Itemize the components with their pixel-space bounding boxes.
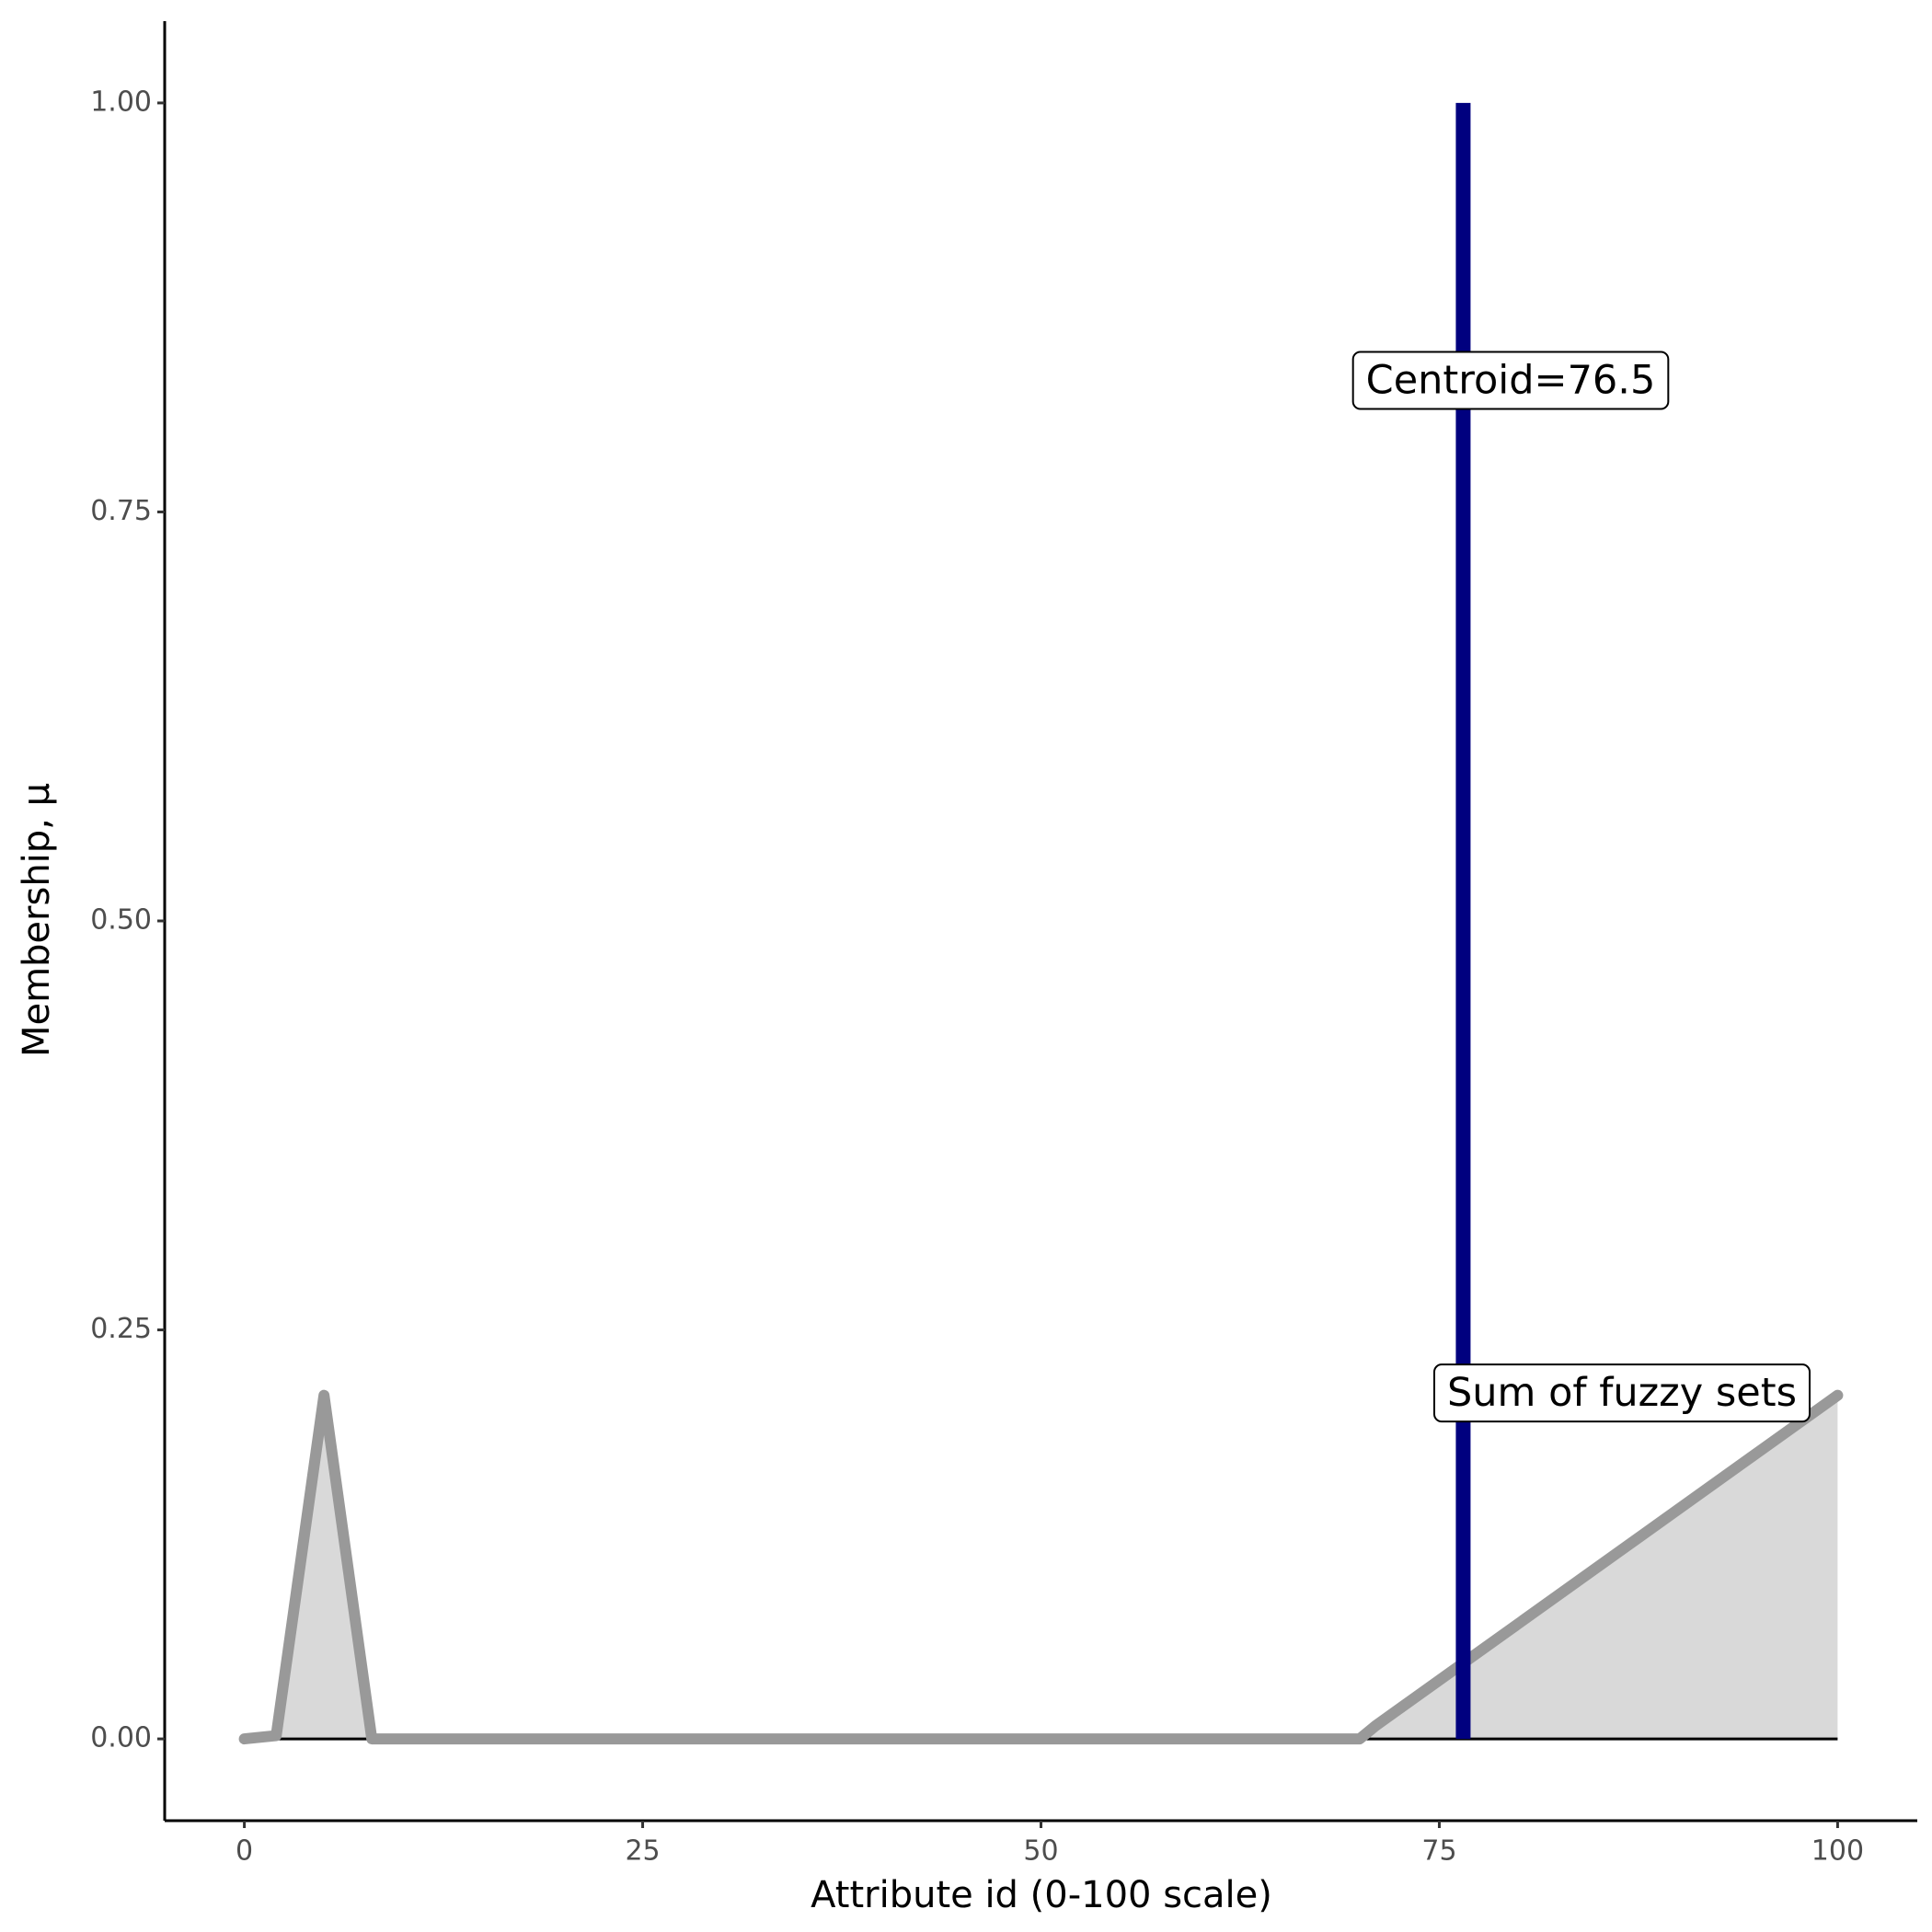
y-tick-label: 1.00 [90,86,152,118]
y-tick-label: 0.00 [90,1722,152,1754]
y-tick-label: 0.75 [90,495,152,527]
x-tick-label: 0 [236,1835,253,1868]
x-tick-label: 50 [1023,1835,1058,1868]
area [244,1395,1838,1740]
y-axis-title: Membership, μ [16,783,58,1057]
line [238,1389,1844,1745]
y-tick-label: 0.50 [90,904,152,937]
x-tick-label: 75 [1421,1835,1456,1868]
x-tick-label: 25 [625,1835,660,1868]
x-tick-label: 100 [1811,1835,1864,1868]
label-box [1433,1363,1811,1423]
label-text: Sum of fuzzy sets [1447,1370,1797,1416]
label-text: Centroid=76.5 [1366,358,1656,404]
centroid-label: Centroid=76.5 [1351,351,1670,410]
x-axis-title: Attribute id (0-100 scale) [811,1874,1272,1916]
series-label: Sum of fuzzy sets [1433,1363,1811,1423]
y-tick-label: 0.25 [90,1313,152,1345]
label-box [1351,351,1670,410]
